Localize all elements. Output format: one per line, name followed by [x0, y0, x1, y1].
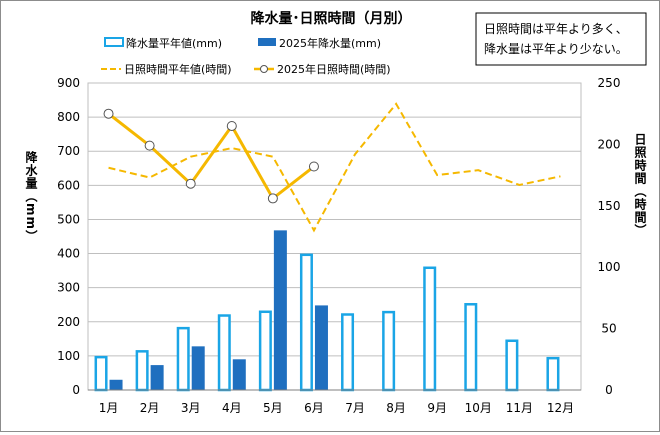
bar-normal-precip [299, 253, 313, 392]
marker-2025-sunshine [103, 108, 114, 119]
legend-label-normal-sunshine: 日照時間平年値(時間) [124, 62, 232, 76]
bar-normal-precip [464, 303, 478, 392]
legend-label-2025-precip: 2025年降水量(mm) [279, 36, 381, 50]
x-tick-label: 7月 [345, 401, 365, 415]
bar-normal-precip [258, 310, 272, 392]
bar-normal-precip [135, 350, 149, 392]
marker-2025-sunshine [267, 193, 278, 204]
x-tick-label: 2月 [140, 401, 160, 415]
x-tick-label: 10月 [465, 401, 492, 415]
annotation-line-1: 日照時間は平年より多く、 [484, 22, 628, 36]
marker-2025-sunshine [226, 120, 237, 131]
x-tick-label: 9月 [427, 401, 447, 415]
bar-2025-precip [109, 379, 123, 390]
bar-normal-precip [382, 310, 396, 392]
x-tick-label: 6月 [304, 401, 324, 415]
bar-2025-precip [232, 359, 246, 390]
gridlines [88, 82, 581, 357]
left-tick-label: 400 [57, 247, 80, 261]
bar-normal-precip [546, 356, 560, 392]
right-tick-label: 250 [598, 76, 621, 90]
bar-normal-precip [341, 313, 355, 392]
left-tick-label: 700 [57, 144, 80, 158]
bars [94, 230, 560, 392]
annotation-box: 日照時間は平年より多く、 降水量は平年より少ない。 [475, 12, 647, 66]
legend-label-2025-sunshine: 2025年日照時間(時間) [277, 62, 391, 76]
chart-title: 降水量･日照時間（月別） [251, 10, 412, 27]
x-tick-label: 12月 [547, 401, 574, 415]
marker-2025-sunshine [144, 140, 155, 151]
x-tick-label: 8月 [386, 401, 406, 415]
x-tick-label: 1月 [99, 401, 119, 415]
left-tick-label: 300 [57, 281, 80, 295]
left-tick-label: 600 [57, 178, 80, 192]
bar-2025-precip [191, 346, 205, 390]
left-axis-title: 降水量（mm） [24, 150, 38, 243]
bar-2025-precip [150, 365, 164, 390]
right-axis-title: 日照時間（時間） [633, 133, 647, 237]
bar-normal-precip [505, 339, 519, 392]
line-2025-sunshine [107, 112, 315, 201]
lines [103, 102, 561, 233]
left-tick-label: 0 [72, 383, 80, 397]
marker-2025-sunshine [308, 161, 319, 172]
left-tick-label: 500 [57, 212, 80, 226]
left-tick-label: 200 [57, 315, 80, 329]
annotation-line-2: 降水量は平年より少ない。 [484, 42, 628, 56]
legend: 降水量平年値(mm) 2025年降水量(mm) 日照時間平年値(時間) 2025… [101, 36, 391, 76]
bar-normal-precip [176, 326, 190, 392]
right-tick-label: 100 [598, 260, 621, 274]
right-tick-label: 150 [598, 199, 621, 213]
axes: 0 100 200 300 400 500 600 700 800 900 0 50 100 150 200… [57, 76, 620, 415]
right-tick-label: 0 [605, 383, 613, 397]
legend-label-normal-precip: 降水量平年値(mm) [126, 36, 222, 50]
bar-2025-precip [314, 305, 328, 390]
legend-swatch-2025-sunshine-marker [260, 65, 268, 73]
line-normal-sunshine [108, 102, 561, 233]
bar-normal-precip [217, 314, 231, 392]
left-tick-label: 900 [57, 76, 80, 90]
bar-normal-precip [94, 355, 108, 392]
right-tick-label: 200 [598, 137, 621, 151]
legend-swatch-normal-precip [104, 37, 124, 47]
x-tick-label: 11月 [506, 401, 533, 415]
left-tick-label: 800 [57, 110, 80, 124]
left-tick-label: 100 [57, 349, 80, 363]
bar-normal-precip [423, 266, 437, 392]
x-tick-label: 5月 [263, 401, 283, 415]
bar-2025-precip [273, 230, 287, 390]
legend-swatch-2025-precip [258, 38, 276, 46]
marker-2025-sunshine [185, 178, 196, 189]
x-tick-label: 4月 [222, 401, 242, 415]
x-tick-label: 3月 [181, 401, 201, 415]
right-tick-label: 50 [601, 322, 616, 336]
